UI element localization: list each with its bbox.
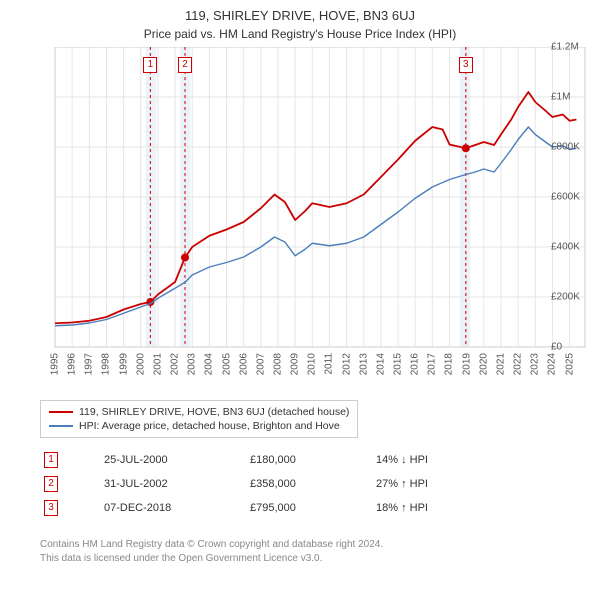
ytick-label: £400K — [551, 242, 600, 253]
xtick-label: 1997 — [84, 353, 95, 375]
transaction-marker: 2 — [178, 57, 192, 73]
xtick-label: 2007 — [255, 353, 266, 375]
transaction-date: 31-JUL-2002 — [104, 478, 204, 490]
xtick-label: 2021 — [495, 353, 506, 375]
xtick-label: 2002 — [170, 353, 181, 375]
xtick-label: 2019 — [461, 353, 472, 375]
ytick-label: £0 — [551, 342, 600, 353]
xtick-label: 2000 — [135, 353, 146, 375]
xtick-label: 2020 — [478, 353, 489, 375]
chart-svg — [0, 47, 600, 387]
xtick-label: 2012 — [341, 353, 352, 375]
disclaimer: Contains HM Land Registry data © Crown c… — [40, 538, 560, 565]
xtick-label: 2024 — [547, 353, 558, 375]
xtick-label: 2010 — [307, 353, 318, 375]
transaction-row: 2 31-JUL-2002 £358,000 27% ↑ HPI — [44, 472, 466, 496]
xtick-label: 2004 — [204, 353, 215, 375]
xtick-label: 2022 — [513, 353, 524, 375]
transaction-price: £795,000 — [250, 502, 330, 514]
transaction-price: £180,000 — [250, 454, 330, 466]
transactions-table: 1 25-JUL-2000 £180,000 14% ↓ HPI 2 31-JUL-200… — [44, 448, 466, 520]
xtick-label: 2006 — [238, 353, 249, 375]
xtick-label: 2014 — [375, 353, 386, 375]
chart-area: £0£200K£400K£600K£800K£1M£1.2M 199519961… — [0, 47, 600, 387]
page-subtitle: Price paid vs. HM Land Registry's House … — [0, 23, 600, 47]
xtick-label: 1995 — [50, 353, 61, 375]
legend-label: 119, SHIRLEY DRIVE, HOVE, BN3 6UJ (detac… — [79, 406, 349, 418]
transaction-pct: 18% ↑ HPI — [376, 502, 466, 514]
xtick-label: 1996 — [67, 353, 78, 375]
xtick-label: 2023 — [530, 353, 541, 375]
transaction-row: 3 07-DEC-2018 £795,000 18% ↑ HPI — [44, 496, 466, 520]
xtick-label: 2003 — [187, 353, 198, 375]
xtick-label: 2017 — [427, 353, 438, 375]
transaction-price: £358,000 — [250, 478, 330, 490]
legend-row: 119, SHIRLEY DRIVE, HOVE, BN3 6UJ (detac… — [49, 405, 349, 419]
xtick-label: 2009 — [290, 353, 301, 375]
xtick-label: 1999 — [118, 353, 129, 375]
xtick-label: 2008 — [272, 353, 283, 375]
transaction-pct: 27% ↑ HPI — [376, 478, 466, 490]
disclaimer-line1: Contains HM Land Registry data © Crown c… — [40, 538, 560, 552]
xtick-label: 1998 — [101, 353, 112, 375]
legend-label: HPI: Average price, detached house, Brig… — [79, 420, 340, 432]
xtick-label: 2005 — [221, 353, 232, 375]
legend-box: 119, SHIRLEY DRIVE, HOVE, BN3 6UJ (detac… — [40, 400, 358, 438]
page-title: 119, SHIRLEY DRIVE, HOVE, BN3 6UJ — [0, 0, 600, 23]
xtick-label: 2011 — [324, 353, 335, 375]
xtick-label: 2013 — [358, 353, 369, 375]
ytick-label: £1M — [551, 92, 600, 103]
transaction-date: 07-DEC-2018 — [104, 502, 204, 514]
ytick-label: £800K — [551, 142, 600, 153]
xtick-label: 2015 — [393, 353, 404, 375]
ytick-label: £600K — [551, 192, 600, 203]
ytick-label: £1.2M — [551, 42, 600, 53]
transaction-marker: 1 — [143, 57, 157, 73]
transaction-idx: 3 — [44, 500, 58, 516]
transaction-idx: 2 — [44, 476, 58, 492]
xtick-label: 2016 — [410, 353, 421, 375]
xtick-label: 2018 — [444, 353, 455, 375]
legend-swatch — [49, 411, 73, 413]
legend-swatch — [49, 425, 73, 427]
disclaimer-line2: This data is licensed under the Open Gov… — [40, 552, 560, 566]
transaction-pct: 14% ↓ HPI — [376, 454, 466, 466]
transaction-date: 25-JUL-2000 — [104, 454, 204, 466]
xtick-label: 2001 — [152, 353, 163, 375]
legend-row: HPI: Average price, detached house, Brig… — [49, 419, 349, 433]
ytick-label: £200K — [551, 292, 600, 303]
transaction-idx: 1 — [44, 452, 58, 468]
transaction-marker: 3 — [459, 57, 473, 73]
xtick-label: 2025 — [564, 353, 575, 375]
transaction-row: 1 25-JUL-2000 £180,000 14% ↓ HPI — [44, 448, 466, 472]
